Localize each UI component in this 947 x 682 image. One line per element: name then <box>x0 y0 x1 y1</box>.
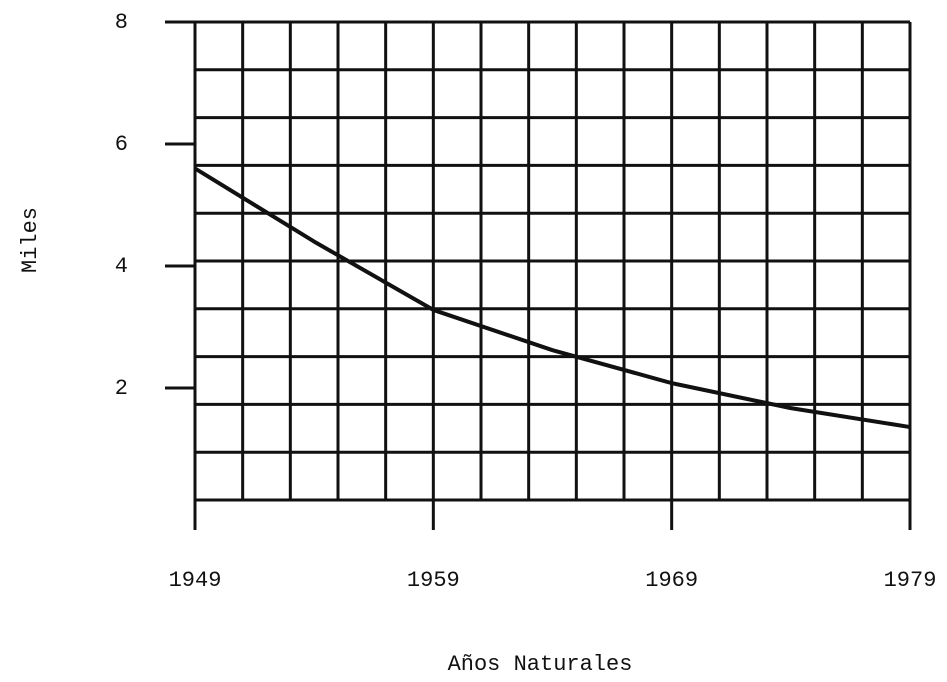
y-tick-label: 4 <box>115 254 128 279</box>
x-tick-label: 1959 <box>407 568 460 593</box>
y-tick-label: 2 <box>115 376 128 401</box>
x-axis-label: Años Naturales <box>448 652 633 677</box>
x-tick-label: 1949 <box>169 568 222 593</box>
y-axis-label: Miles <box>18 207 43 273</box>
y-tick-label: 8 <box>115 10 128 35</box>
x-tick-label: 1969 <box>645 568 698 593</box>
x-tick-label: 1979 <box>884 568 937 593</box>
y-tick-label: 6 <box>115 132 128 157</box>
data-line <box>193 166 911 430</box>
